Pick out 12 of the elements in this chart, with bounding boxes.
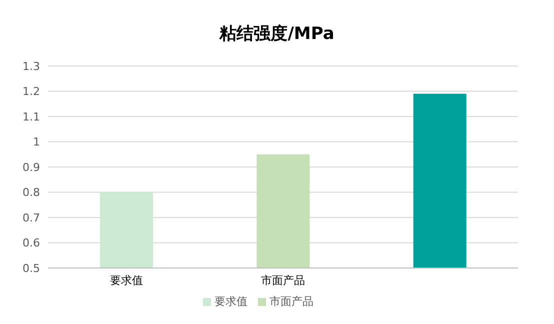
y-tick-label: 0.7 [22, 211, 40, 224]
y-tick-label: 1.2 [22, 85, 40, 98]
legend-label: 要求值 [214, 295, 248, 308]
y-tick-label: 0.5 [22, 262, 40, 275]
legend-label: 市面产品 [270, 295, 314, 308]
chart-title: 粘结强度/MPa [218, 23, 336, 46]
y-tick-label: 1.3 [22, 60, 40, 73]
y-tick-label: 0.9 [22, 160, 40, 174]
y-tick-label: 1.1 [22, 110, 40, 124]
y-tick-label: 0.8 [22, 186, 40, 200]
y-tick-label: 0.6 [22, 236, 40, 250]
y-tick-label: 1 [33, 136, 40, 149]
